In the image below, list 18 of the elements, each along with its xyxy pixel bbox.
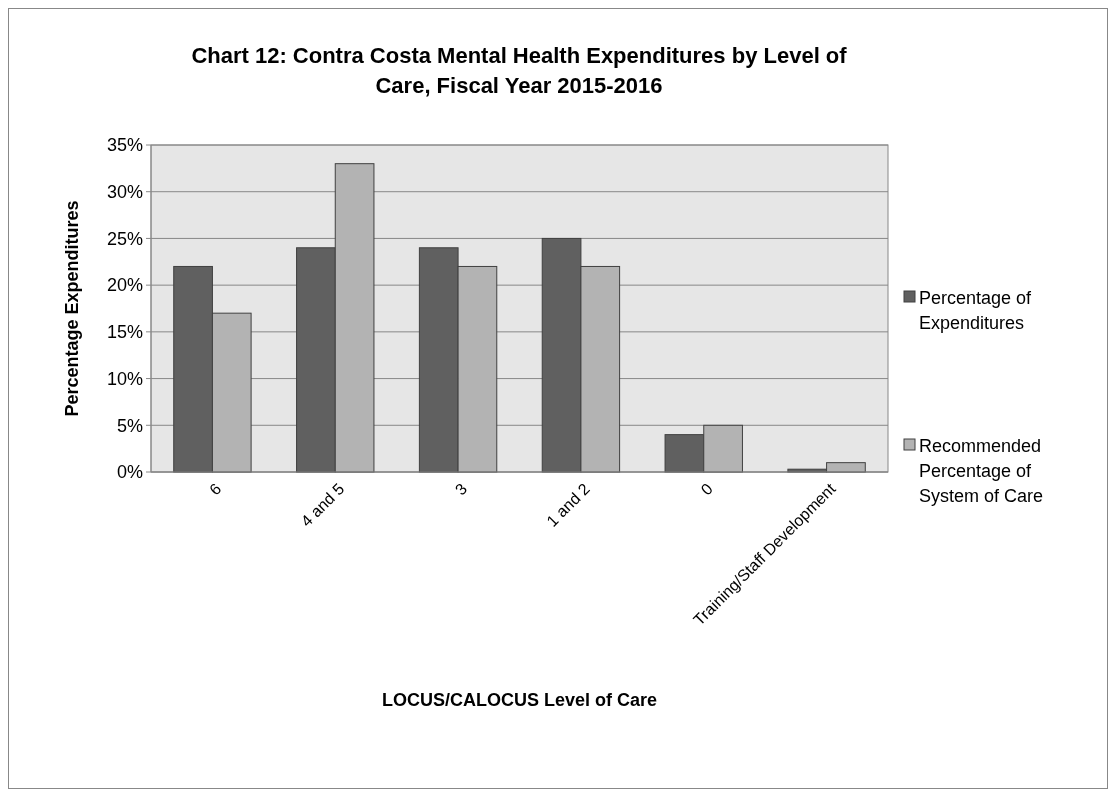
x-tick-label: 1 and 2 <box>543 479 594 530</box>
chart-title: Chart 12: Contra Costa Mental Health Expenditures by Level of Care, Fiscal Year 2015-2016 <box>191 43 848 98</box>
x-axis-title: LOCUS/CALOCUS Level of Care <box>381 690 658 710</box>
x-tick-label: 3 <box>451 479 471 499</box>
x-tick-label: 0 <box>697 479 716 499</box>
y-tick-label: 10% <box>106 368 143 389</box>
y-tick-label: 35% <box>106 135 143 156</box>
y-tick-label: 25% <box>106 228 143 249</box>
x-tick-label: 6 <box>206 479 225 499</box>
x-tick-label: 4 and 5 <box>297 479 348 530</box>
y-tick-label: 15% <box>106 322 143 343</box>
legend-label: Recommended Percentage of System of Care <box>919 436 1044 507</box>
y-tick-label: 5% <box>116 415 143 436</box>
y-tick-label: 20% <box>106 275 143 296</box>
y-axis-title: Percentage Expenditures <box>62 200 82 417</box>
y-tick-label: 30% <box>106 182 143 203</box>
legend-label: Percentage of Expenditures <box>919 288 1033 334</box>
y-tick-label: 0% <box>116 462 143 483</box>
